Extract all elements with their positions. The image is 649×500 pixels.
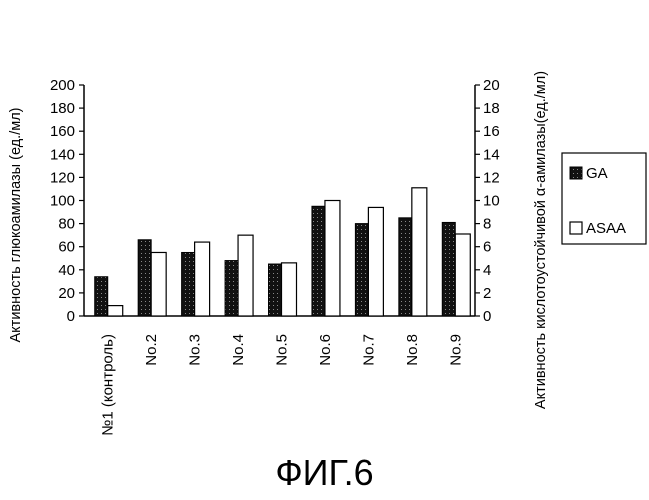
left-tick-label: 180 [50,100,75,117]
right-tick-label: 8 [483,216,491,233]
category-label: No.3 [187,334,204,366]
left-tick-label: 20 [58,285,75,302]
left-axis-title: Активность глюкоамилазы (ед./мл) [8,108,24,343]
ga-bar [311,205,326,317]
asaa-bar [367,206,384,317]
ga-bar [137,239,152,317]
legend-label-asaa: ASAA [586,220,626,237]
ga-bar [441,221,456,317]
asaa-bar [454,233,471,317]
right-tick-label: 20 [483,77,500,94]
asaa-bar [324,199,341,317]
category-label: No.4 [230,334,247,366]
category-label: No.8 [404,334,421,366]
legend-swatch-asaa [569,221,583,235]
legend: GA ASAA [561,152,647,245]
asaa-bar [150,251,167,317]
right-tick-label: 4 [483,262,491,279]
labels: 0 20 40 60 80 100 120 140 160 180 200 0 2 4 6 8 10 12 14 16… [8,71,549,436]
right-tick-label: 18 [483,100,500,117]
ga-bar [94,276,109,317]
left-tick-label: 140 [50,146,75,163]
left-tick-label: 40 [58,262,75,279]
left-tick-label: 160 [50,123,75,140]
asaa-bar [280,262,298,317]
category-label: No.9 [447,334,464,366]
category-label: No.5 [274,334,291,366]
ga-bar [398,217,413,317]
right-tick-label: 14 [483,146,500,163]
left-tick-label: 100 [50,193,75,210]
right-tick-label: 10 [483,193,500,210]
ga-bar [268,263,282,317]
legend-swatch-ga [569,166,583,180]
ga-bar [224,260,239,317]
bars [94,187,471,317]
left-tick-label: 0 [67,308,75,325]
left-tick-label: 60 [58,239,75,256]
asaa-bar [411,187,428,317]
right-tick-label: 2 [483,285,491,302]
category-label: No.2 [143,334,160,366]
right-tick-label: 0 [483,308,491,325]
asaa-bar [237,234,254,317]
left-tick-label: 80 [58,216,75,233]
right-tick-label: 16 [483,123,500,140]
left-tick-label: 120 [50,169,75,186]
ga-bar [354,223,369,317]
left-tick-label: 200 [50,77,75,94]
figure-caption: ФИГ.6 [275,452,374,493]
asaa-bar [194,241,211,317]
ga-bar [181,251,196,317]
asaa-bar [107,305,124,317]
right-axis-title: Активность кислотоустойчивой α-амилазы(е… [533,71,549,409]
right-tick-label: 6 [483,239,491,256]
category-label: No.7 [360,334,377,366]
right-tick-label: 12 [483,169,500,186]
legend-label-ga: GA [586,165,608,182]
category-label: №1 (контроль) [100,334,117,436]
category-label: No.6 [317,334,334,366]
